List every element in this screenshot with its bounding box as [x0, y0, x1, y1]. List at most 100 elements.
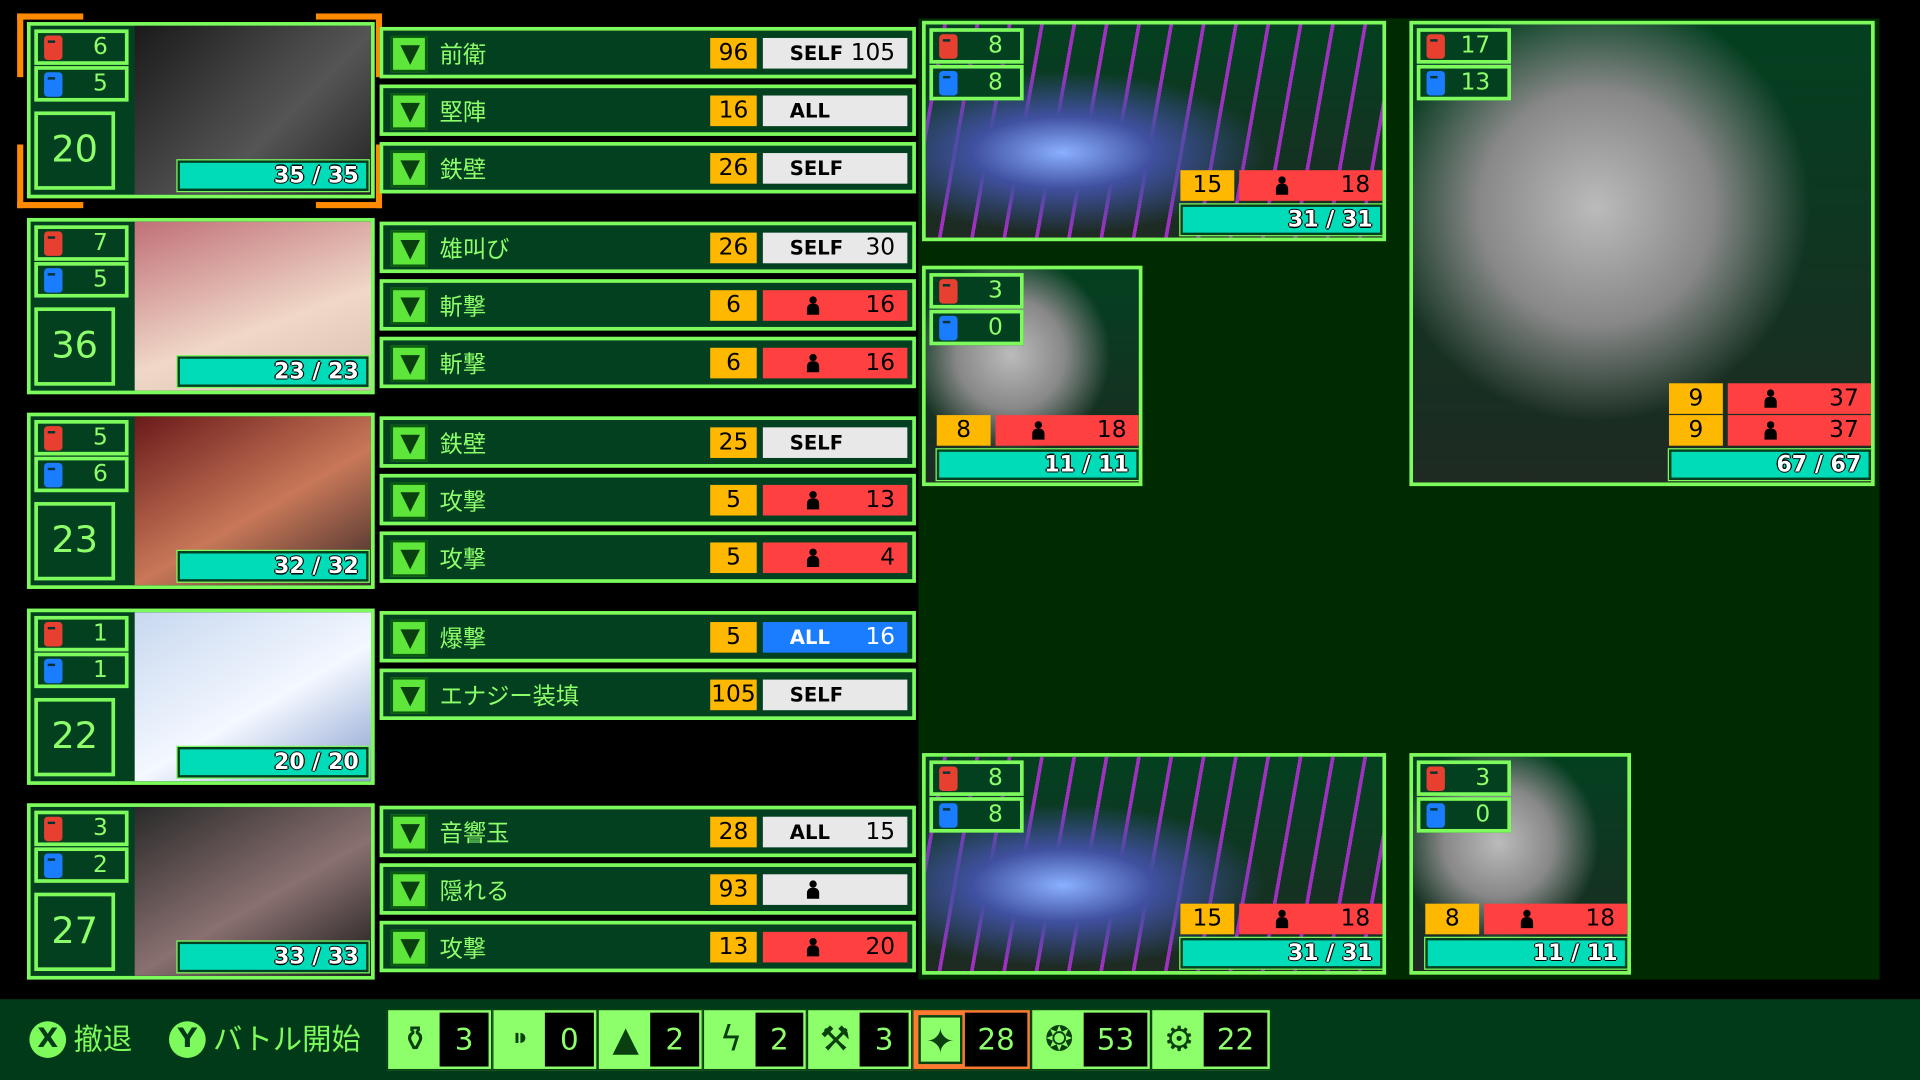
skill-row[interactable]: 前衛 96 SELF 105	[379, 26, 916, 79]
blue-jar-icon	[44, 462, 63, 488]
item-count: 2	[755, 1012, 804, 1067]
red-stat: 7	[34, 225, 129, 261]
skill-type-icon	[390, 619, 428, 657]
hp-bar: 31 / 31	[1179, 936, 1383, 970]
blue-jar-icon	[44, 72, 63, 97]
attack-target: 18	[995, 415, 1139, 446]
skill-type-icon	[390, 230, 428, 267]
inventory-item[interactable]: ⚙ 22	[1151, 1008, 1272, 1071]
skill-name: エナジー装填	[439, 683, 580, 711]
level-box: 36	[34, 307, 116, 386]
medicine-bottle-icon: ⚱	[400, 1018, 430, 1060]
skill-name: 攻撃	[439, 935, 487, 963]
blue-stat: 2	[34, 847, 129, 883]
retreat-button[interactable]: X 撤退	[29, 1021, 132, 1058]
enemy-card[interactable]: 3 0 8 18 11 / 11	[1409, 753, 1632, 975]
hp-bar: 23 / 23	[176, 355, 370, 389]
skill-row[interactable]: 鉄壁 26 SELF	[379, 142, 916, 194]
inventory-item[interactable]: ✦ 28	[912, 1008, 1032, 1071]
single-target-icon	[806, 353, 820, 373]
inventory-item[interactable]: ▲ 2	[597, 1008, 703, 1071]
blue-jar-icon	[939, 71, 958, 96]
party-member-card[interactable]: 1 1 22 20 / 20	[26, 608, 375, 785]
attack-cost: 9	[1668, 383, 1723, 414]
blue-stat: 5	[34, 262, 129, 298]
hp-bar: 11 / 11	[1424, 936, 1628, 970]
enemy-card[interactable]: 8 8 15 18 31 / 31	[922, 753, 1387, 975]
single-target-icon	[1275, 176, 1289, 195]
skill-row[interactable]: エナジー装填 105 SELF	[379, 668, 916, 721]
inventory-item[interactable]: ⚒ 3	[806, 1008, 913, 1071]
blue-stat: 5	[34, 66, 129, 102]
level-box: 22	[34, 697, 116, 777]
attack-target: 18	[1239, 903, 1383, 935]
single-target-icon	[1764, 421, 1777, 440]
skill-row[interactable]: 堅陣 16 ALL	[379, 84, 916, 136]
blue-jar-icon	[44, 658, 63, 684]
battery-icon: ϟ	[719, 1018, 743, 1060]
skill-target	[762, 874, 908, 905]
skill-value: 30	[865, 233, 896, 261]
skill-row[interactable]: 斬撃 6 16	[379, 336, 916, 389]
red-stat: 6	[34, 29, 129, 65]
red-stat: 1	[34, 615, 129, 652]
skill-target: 16	[762, 347, 908, 379]
blue-jar-icon	[939, 315, 958, 341]
skill-row[interactable]: 攻撃 5 13	[379, 473, 916, 526]
selection-corner	[17, 144, 84, 209]
skill-name: 前衛	[439, 41, 487, 69]
skill-row[interactable]: 爆撃 5 ALL 16	[379, 611, 916, 663]
skill-target: ALL 15	[762, 816, 908, 848]
skill-type-icon	[390, 482, 428, 520]
red-stat: 8	[929, 28, 1024, 64]
skill-row[interactable]: 斬撃 6 16	[379, 279, 916, 331]
skill-cost: 6	[710, 290, 757, 321]
skill-row[interactable]: 攻撃 13 20	[379, 920, 916, 973]
red-stat: 3	[1416, 760, 1512, 796]
enemy-card[interactable]: 17 13 9 37 9 37 67 / 67	[1409, 20, 1875, 487]
skill-cost: 6	[710, 347, 757, 379]
skill-row[interactable]: 音響玉 28 ALL 15	[379, 805, 916, 858]
attack-cost: 9	[1668, 415, 1723, 446]
skill-row[interactable]: 隠れる 93	[379, 863, 916, 915]
target-label: SELF	[789, 431, 844, 455]
skill-cost: 5	[710, 622, 757, 653]
party-member-card[interactable]: 3 2 27 33 / 33	[26, 803, 375, 980]
inventory-item[interactable]: ⚱ 3	[386, 1008, 493, 1071]
start-battle-button[interactable]: Y バトル開始	[168, 1021, 361, 1058]
skill-name: 鉄壁	[439, 431, 487, 458]
skill-row[interactable]: 雄叫び 26 SELF 30	[379, 221, 916, 274]
blue-stat: 8	[929, 797, 1024, 833]
skill-cost: 5	[710, 542, 757, 574]
attack-value: 37	[1829, 384, 1859, 412]
inventory-item[interactable]: ⁍ 0	[492, 1008, 598, 1071]
skill-row[interactable]: 攻撃 5 4	[379, 531, 916, 583]
target-label: ALL	[789, 820, 830, 844]
enemy-card[interactable]: 8 8 15 18 31 / 31	[922, 20, 1387, 242]
party-member-card[interactable]: 7 5 36 23 / 23	[26, 217, 375, 395]
hp-bar: 67 / 67	[1667, 448, 1872, 482]
item-count: 53	[1083, 1012, 1148, 1067]
skill-type-icon	[390, 540, 428, 577]
skill-type-icon	[390, 93, 428, 130]
skill-type-icon	[390, 814, 428, 852]
start-battle-label: バトル開始	[213, 1022, 361, 1057]
inventory-item[interactable]: ❂ 53	[1031, 1008, 1152, 1071]
skill-target: 13	[762, 484, 908, 516]
skill-name: 攻撃	[439, 488, 487, 516]
red-jar-icon	[44, 231, 63, 256]
gears-icon: ⚙	[1163, 1018, 1195, 1060]
single-target-icon	[1764, 389, 1777, 408]
y-button-icon: Y	[168, 1021, 206, 1058]
blue-jar-icon	[1426, 803, 1445, 828]
party-member-card[interactable]: 5 6 23 32 / 32	[26, 412, 375, 589]
enemy-card[interactable]: 3 0 8 18 11 / 11	[922, 265, 1143, 487]
skill-value: 4	[880, 543, 896, 571]
attack-value: 18	[1096, 416, 1127, 444]
red-jar-icon	[939, 279, 958, 304]
party-member-card[interactable]: 6 5 20 35 / 35	[26, 22, 375, 199]
skill-name: 隠れる	[439, 877, 510, 905]
skill-row[interactable]: 鉄壁 25 SELF	[379, 416, 916, 468]
skill-target: 4	[762, 542, 908, 574]
